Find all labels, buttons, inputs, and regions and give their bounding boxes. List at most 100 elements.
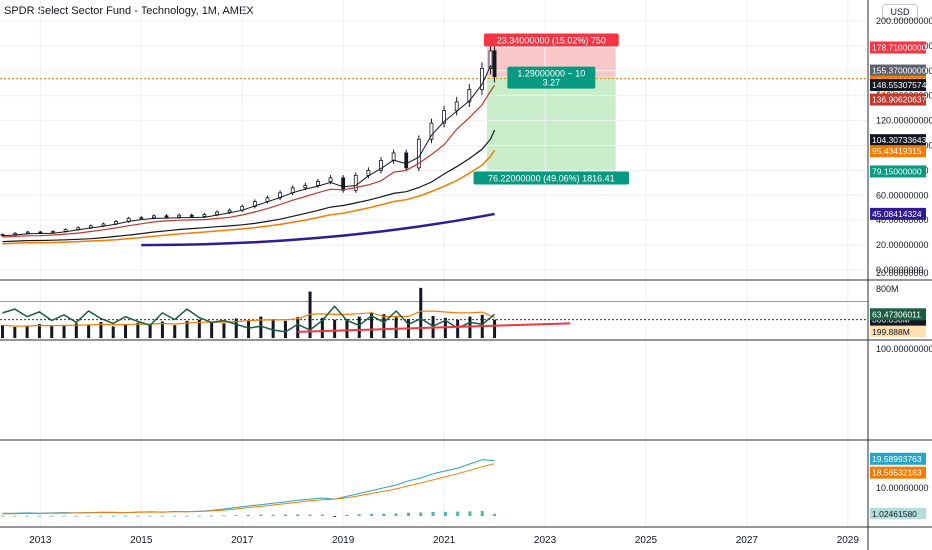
last-price-tag: 155.37000000 (872, 66, 927, 76)
candle-body (429, 122, 434, 140)
histogram-bar (50, 515, 54, 517)
volume-ma-tag: 199.888M (872, 327, 910, 337)
histogram-bar (234, 515, 238, 516)
ma-value-tag: 95.43419315 (872, 146, 922, 156)
candle-body (328, 177, 333, 183)
histogram-bar (308, 514, 312, 516)
histogram-bar (333, 516, 337, 517)
ema-red-line (2, 84, 496, 238)
ma-value-tag: 136.90620637 (872, 95, 927, 105)
candle-body (177, 214, 182, 218)
volume-bar (296, 317, 300, 338)
target-label-bg (473, 171, 630, 185)
candle-body (442, 110, 446, 124)
volume-bar (185, 320, 189, 338)
time-tick-label: 2029 (837, 535, 860, 546)
series (0, 44, 571, 517)
histogram-bar (185, 515, 189, 517)
candle-body (189, 214, 194, 217)
volume-bar (222, 323, 226, 338)
position-zones (486, 47, 616, 172)
volume-bar (320, 317, 324, 338)
hist-value-tag: 1.02461580 (872, 509, 917, 519)
sma-long-line (141, 212, 495, 247)
time-tick-label: 2021 (433, 535, 456, 546)
candle-body (51, 231, 55, 234)
adx-other-value-tag-bg (870, 466, 926, 479)
volume-bar (136, 322, 140, 338)
time-tick-label: 2015 (130, 535, 153, 546)
volume-bar (1, 325, 5, 338)
volume-bar (37, 323, 41, 338)
stop-price-tag: 178.71000000 (872, 43, 927, 53)
adx-value-tag: 19.58993763 (872, 454, 922, 464)
price-tick-label: 200.00000000 (876, 16, 932, 26)
histogram-bar (283, 514, 287, 516)
rsi-value-tag: 63.47306011 (872, 309, 921, 319)
target-price-tag-bg (870, 165, 926, 178)
candle-body (488, 50, 493, 69)
entry-label-bg (507, 66, 596, 89)
ma-value-tag: 104.30733643 (872, 135, 927, 145)
volume-bar (345, 319, 349, 338)
histogram-bar (13, 515, 17, 517)
histogram-bar (136, 515, 140, 517)
histogram-bar (74, 515, 78, 517)
histogram-bar (271, 514, 275, 516)
candle-body (38, 231, 43, 234)
adx-other-value-tag: 18.56532183 (872, 468, 922, 478)
candle-body (13, 232, 18, 235)
currency-button[interactable]: USD (882, 4, 918, 20)
volume-bar (493, 319, 497, 338)
histogram-bar (296, 514, 300, 516)
volume-bar (74, 323, 78, 338)
volume-bar (382, 314, 386, 338)
volume-bar (210, 321, 214, 338)
entry-label-sub: 3.27 (543, 78, 561, 88)
histogram-bar (197, 515, 201, 517)
price-tick-label: 0.00000000 (876, 265, 924, 275)
price-tick-label: 60.00000000 (876, 190, 929, 200)
candle-body (467, 89, 472, 103)
stop-label: 23.34000000 (15.02%) 750 (497, 36, 606, 46)
ma-value-tag-bg (870, 145, 926, 158)
histogram-bar (480, 510, 484, 516)
volume-bar (124, 324, 128, 338)
histogram-bar (210, 515, 214, 517)
histogram-bar (456, 511, 460, 516)
volume-bar (99, 322, 103, 338)
volume-bar (247, 320, 251, 338)
candle-body (353, 174, 358, 191)
volume-bar (419, 287, 423, 338)
histogram-bar (370, 513, 374, 516)
histogram-bar (173, 515, 177, 517)
histogram-bar (1, 515, 5, 517)
volume-bar (370, 312, 374, 338)
volume-bar (148, 323, 152, 338)
candle-body (404, 152, 409, 169)
histogram-bar (357, 514, 361, 516)
volume-bar (111, 326, 115, 338)
rsi-tick-label: 20.00000000 (876, 268, 929, 278)
histogram-bar (37, 515, 41, 517)
last-price-tag-bg (870, 64, 926, 77)
volume-bar (259, 316, 263, 338)
stop-price-tag-bg (870, 41, 926, 54)
take-profit-zone (486, 76, 616, 172)
histogram-bar (148, 515, 152, 517)
ma-value-tag-bg (870, 207, 926, 220)
histogram-bar (345, 514, 349, 516)
time-tick-label: 2013 (29, 535, 52, 546)
candle-body (480, 67, 484, 90)
histogram-bar (259, 514, 263, 516)
histogram-bar (247, 514, 251, 516)
target-price-tag: 79.15000000 (872, 166, 922, 176)
ema-orange-line (2, 149, 496, 245)
time-tick-label: 2027 (736, 535, 759, 546)
candle-body (139, 217, 144, 220)
histogram-bar (468, 511, 472, 516)
price-tick-label: 20.00000000 (876, 240, 929, 250)
